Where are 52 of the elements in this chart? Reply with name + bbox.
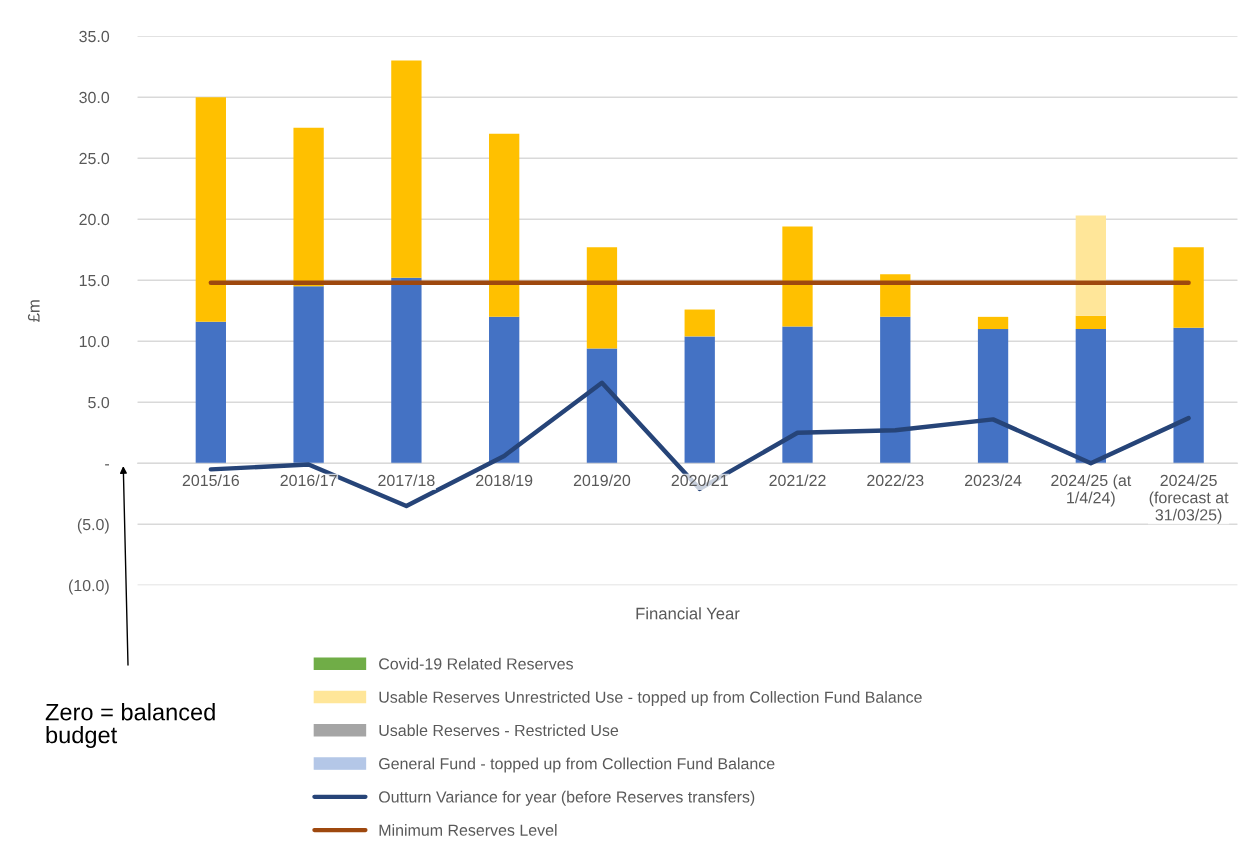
bar xyxy=(293,127,324,287)
x-tick-label: 2015/16 xyxy=(182,474,239,487)
bar xyxy=(195,321,226,464)
y-tick-label: 20.0 xyxy=(79,213,110,226)
y-tick-label: 10.0 xyxy=(79,335,110,348)
bar xyxy=(1173,247,1204,328)
bar xyxy=(1075,315,1106,330)
text: Zero = balanced budget xyxy=(45,703,215,748)
x-tick-label: 2024/25 (forecast at 31/03/25) xyxy=(1149,474,1229,524)
legend-label: Covid-19 Related Reserves xyxy=(379,657,573,670)
bar xyxy=(1075,215,1106,316)
bar xyxy=(586,247,618,349)
bar xyxy=(684,309,715,337)
bar xyxy=(586,348,618,464)
legend-label: Usable Reserves Unrestricted Use - topped up from Collection Fund Balance xyxy=(379,691,922,706)
bar xyxy=(391,60,422,278)
bar xyxy=(1075,329,1106,464)
y-tick-label: (5.0) xyxy=(77,518,109,534)
bar xyxy=(195,97,226,322)
bar xyxy=(489,316,520,464)
bar xyxy=(880,316,911,464)
bar xyxy=(782,226,813,327)
x-tick-label: 2022/23 xyxy=(867,474,924,487)
legend-label: Minimum Reserves Level xyxy=(379,824,557,836)
bar xyxy=(977,329,1009,464)
x-tick-label: 2016/17 xyxy=(280,474,337,487)
x-tick-label: 2024/25 (at 1/4/24) xyxy=(1051,474,1132,507)
x-axis-title: Financial Year xyxy=(636,607,740,620)
x-tick-label: 2023/24 xyxy=(964,474,1022,487)
y-axis-title: £m xyxy=(27,300,40,322)
legend-label: General Fund - topped up from Collection Fund Balance xyxy=(379,757,775,773)
y-tick-label: 30.0 xyxy=(79,91,110,104)
bar xyxy=(391,277,422,464)
y-tick-label: - xyxy=(105,464,110,466)
bar xyxy=(293,286,324,464)
y-tick-label: 15.0 xyxy=(79,274,110,287)
y-tick-label: 5.0 xyxy=(88,396,110,409)
x-tick-label: 2017/18 xyxy=(378,474,435,487)
y-tick-label: (10.0) xyxy=(68,579,109,595)
bar xyxy=(1173,327,1204,464)
legend-label: Outturn Variance for year (before Reserves transfers) xyxy=(379,790,755,806)
x-tick-label: 2019/20 xyxy=(573,474,631,487)
x-tick-label: 2018/19 xyxy=(476,474,533,487)
y-tick-label: 35.0 xyxy=(79,30,110,43)
bar xyxy=(977,316,1009,330)
bar xyxy=(489,133,520,317)
x-tick-label: 2021/22 xyxy=(769,474,826,487)
bar xyxy=(782,326,813,464)
x-tick-label: 2020/21 xyxy=(671,474,728,487)
y-tick-label: 25.0 xyxy=(79,152,110,165)
legend-label: Usable Reserves - Restricted Use xyxy=(379,724,619,737)
bar xyxy=(684,336,715,464)
